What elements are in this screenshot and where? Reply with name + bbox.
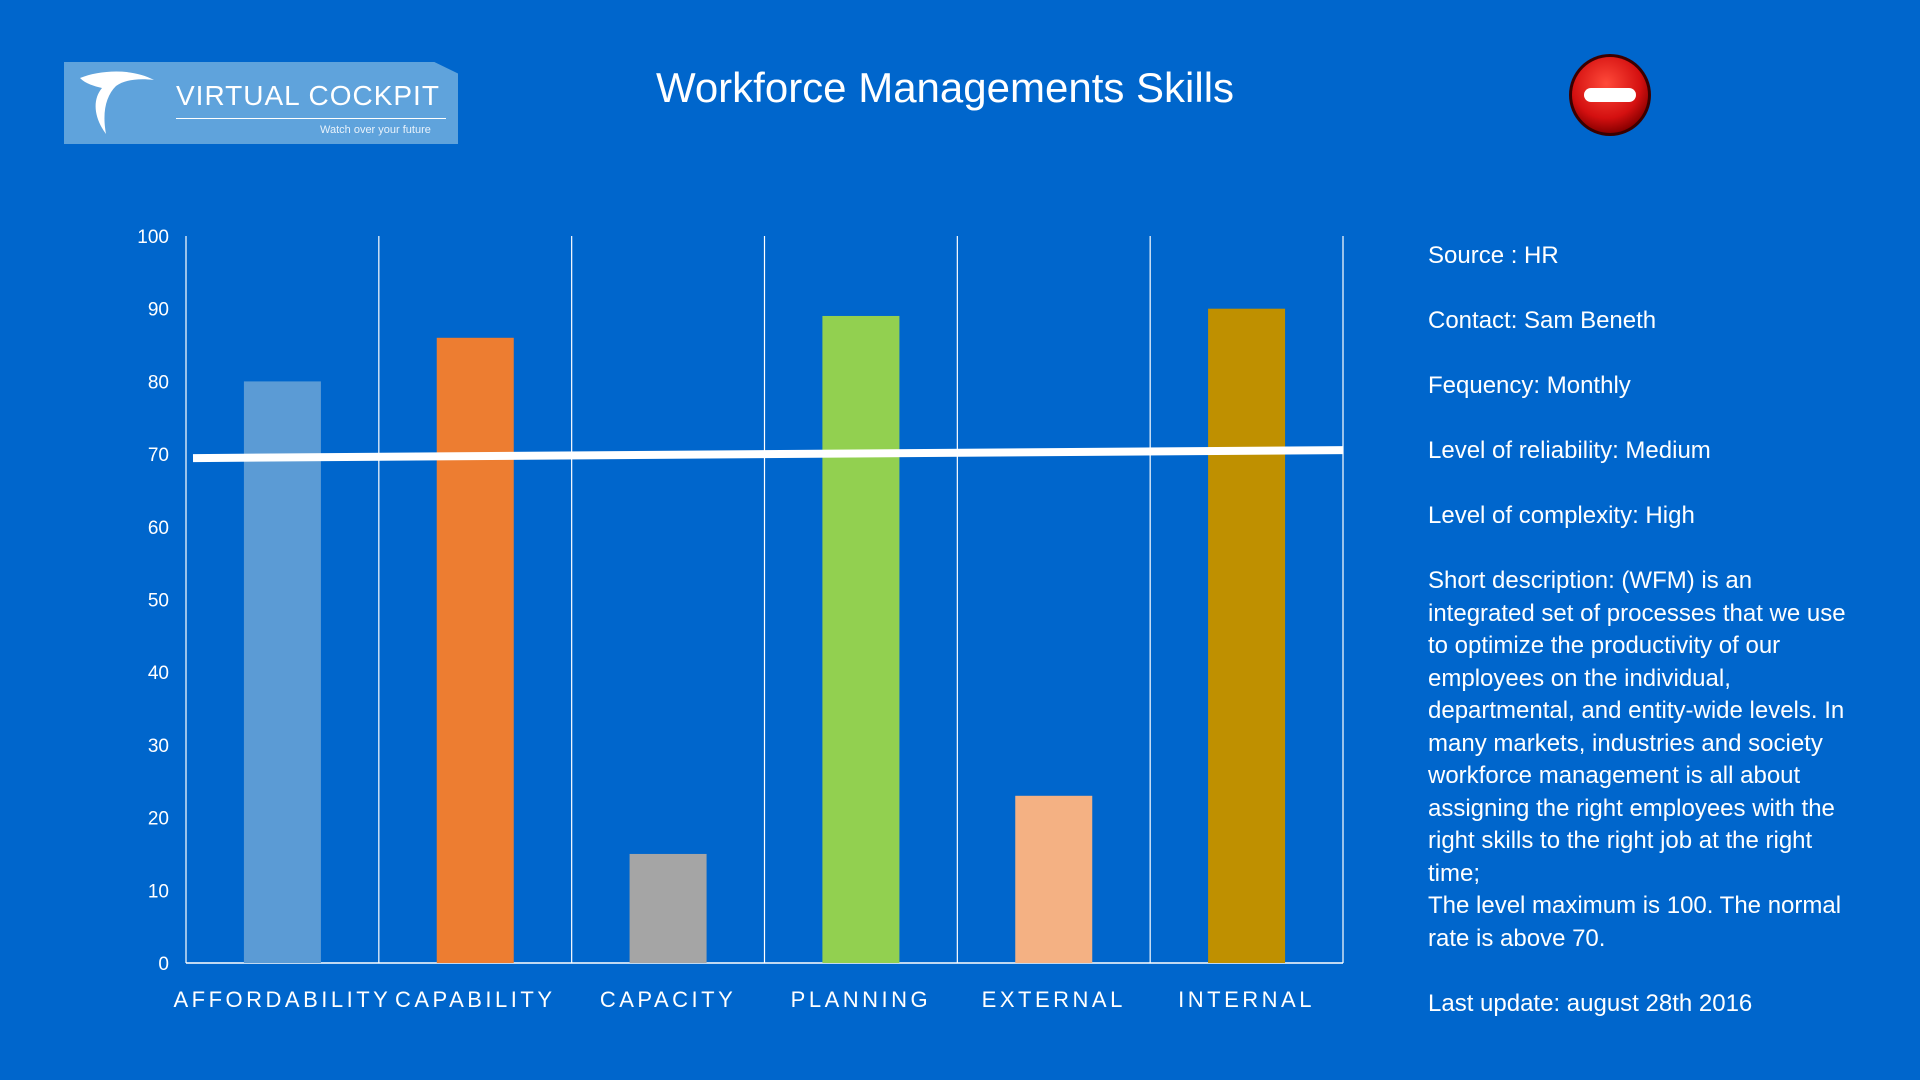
y-tick-label: 80 (148, 372, 169, 393)
x-tick-label: CAPABILITY (395, 987, 556, 1012)
eagle-icon (80, 71, 154, 134)
y-tick-label: 60 (148, 518, 169, 539)
info-contact: Contact: Sam Beneth (1428, 307, 1657, 334)
info-frequency: Fequency: Monthly (1428, 372, 1631, 399)
y-axis-ticks: 0 10 20 30 40 50 60 70 80 90 100 (137, 227, 169, 975)
y-tick-label: 70 (148, 445, 169, 466)
y-tick-label: 90 (148, 300, 169, 321)
threshold-layer (192, 446, 1344, 463)
bar-external[interactable] (1015, 795, 1093, 963)
info-panel: Source : HR Contact: Sam Beneth Fequency… (1428, 240, 1848, 1053)
bar-planning[interactable] (822, 315, 900, 964)
bar-capacity[interactable] (629, 853, 707, 963)
threshold-line (192, 446, 1344, 463)
info-last-update: Last update: august 28th 2016 (1428, 989, 1753, 1017)
y-tick-label: 20 (148, 809, 169, 830)
bar-internal[interactable] (1208, 308, 1286, 963)
y-tick-label: 0 (158, 954, 169, 975)
info-description-text: Short description: (WFM) is an integrate… (1428, 567, 1846, 887)
page-title: Workforce Managements Skills (655, 64, 1235, 111)
x-tick-label: PLANNING (791, 987, 931, 1012)
info-description-note: The level maximum is 100. The normal rat… (1428, 892, 1842, 952)
info-complexity: Level of complexity: High (1428, 502, 1695, 529)
info-source: Source : HR (1428, 242, 1559, 269)
bar-capability[interactable] (436, 337, 514, 963)
info-reliability: Level of reliability: Medium (1428, 437, 1711, 464)
x-tick-label: INTERNAL (1178, 987, 1315, 1012)
info-description: Short description: (WFM) is an integrate… (1428, 565, 1848, 955)
x-tick-label: EXTERNAL (982, 987, 1126, 1012)
stop-icon[interactable] (1567, 52, 1653, 138)
y-tick-label: 40 (148, 663, 169, 684)
chart-grid (185, 236, 1344, 964)
x-tick-label: AFFORDABILITY (173, 987, 391, 1012)
x-tick-label: CAPACITY (600, 987, 736, 1012)
logo-tagline: Watch over your future (320, 124, 431, 136)
chart-bars (243, 308, 1286, 964)
y-tick-label: 50 (148, 591, 169, 612)
logo-name: VIRTUAL COCKPIT (176, 80, 440, 111)
y-tick-label: 30 (148, 736, 169, 757)
bar-affordability[interactable] (243, 381, 321, 963)
x-axis-labels: AFFORDABILITY CAPABILITY CAPACITY PLANNING E… (173, 987, 1315, 1012)
logo: VIRTUAL COCKPIT Watch over your future (64, 62, 458, 144)
y-tick-label: 10 (148, 881, 169, 902)
logo-rule (176, 118, 446, 119)
y-tick-label: 100 (137, 227, 169, 248)
